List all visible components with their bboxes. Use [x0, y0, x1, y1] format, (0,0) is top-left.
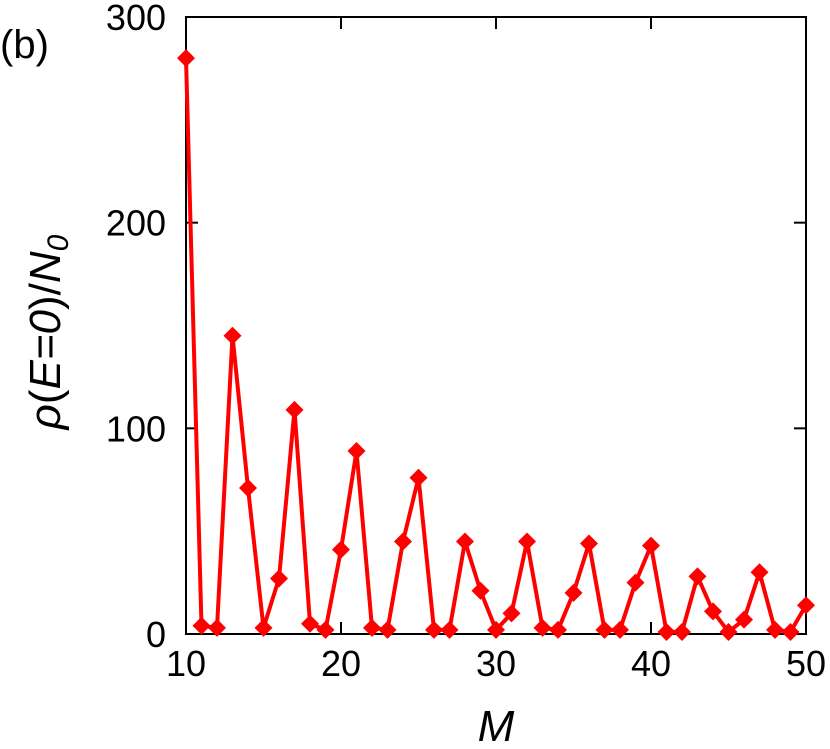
data-point	[533, 618, 552, 637]
axis-tick-labels: 10 20 30 40 50 0 100 200 300	[106, 0, 826, 684]
x-tick-label: 50	[786, 643, 826, 684]
y-label-e: E	[21, 360, 70, 390]
data-point	[208, 618, 226, 637]
plot-frame	[185, 16, 807, 635]
data-point	[781, 622, 800, 641]
data-point	[239, 478, 257, 497]
y-tick-label: 100	[106, 408, 166, 449]
data-point	[688, 567, 707, 586]
data-point	[471, 581, 490, 600]
data-point	[363, 618, 381, 637]
y-tick-label: 0	[146, 614, 166, 655]
data-point	[657, 622, 676, 641]
data-point	[301, 614, 319, 633]
data-point	[440, 620, 459, 639]
x-tick-label: 40	[631, 643, 671, 684]
x-tick-label: 10	[166, 643, 206, 684]
data-point	[285, 400, 304, 419]
data-point	[378, 620, 397, 639]
data-point	[502, 604, 521, 623]
y-label-eq0: =0	[21, 309, 70, 360]
y-label-n: N	[21, 251, 70, 283]
data-point	[425, 620, 443, 639]
data-point	[487, 620, 505, 639]
x-tick-label: 30	[476, 643, 516, 684]
data-point	[177, 49, 195, 68]
data-point	[611, 620, 629, 639]
y-axis-label: ρ(E=0)/N0	[21, 234, 75, 431]
data-point	[766, 620, 784, 639]
data-point	[394, 532, 412, 551]
data-point	[642, 536, 660, 555]
data-point	[347, 441, 366, 460]
data-point	[673, 622, 691, 641]
y-label-paren-close: )/	[21, 282, 70, 310]
data-point	[626, 573, 645, 592]
data-point	[595, 620, 614, 639]
data-point	[192, 616, 211, 635]
data-point	[735, 610, 753, 629]
y-tick-label: 300	[106, 0, 166, 38]
data-point	[549, 620, 567, 639]
data-point	[518, 532, 536, 551]
series-line	[184, 58, 808, 635]
data-point	[564, 583, 583, 602]
data-point	[270, 569, 288, 588]
data-point	[409, 468, 428, 487]
data-point	[719, 622, 738, 641]
axis-ticks	[185, 16, 807, 635]
data-point	[332, 540, 350, 559]
data-point	[223, 326, 242, 345]
data-point	[580, 534, 598, 553]
y-tick-label: 200	[106, 203, 166, 244]
data-point	[456, 532, 474, 551]
x-tick-label: 20	[321, 643, 361, 684]
data-point	[750, 563, 769, 582]
x-axis-label: M	[478, 702, 515, 749]
data-point	[316, 620, 335, 639]
data-point	[704, 602, 722, 621]
y-label-sub: 0	[42, 234, 75, 251]
data-point	[254, 618, 273, 637]
data-point	[797, 596, 815, 615]
y-label-rho: ρ	[21, 404, 70, 431]
y-label-paren-open: (	[21, 389, 70, 404]
series-markers	[177, 49, 815, 641]
panel-label: (b)	[0, 23, 49, 67]
